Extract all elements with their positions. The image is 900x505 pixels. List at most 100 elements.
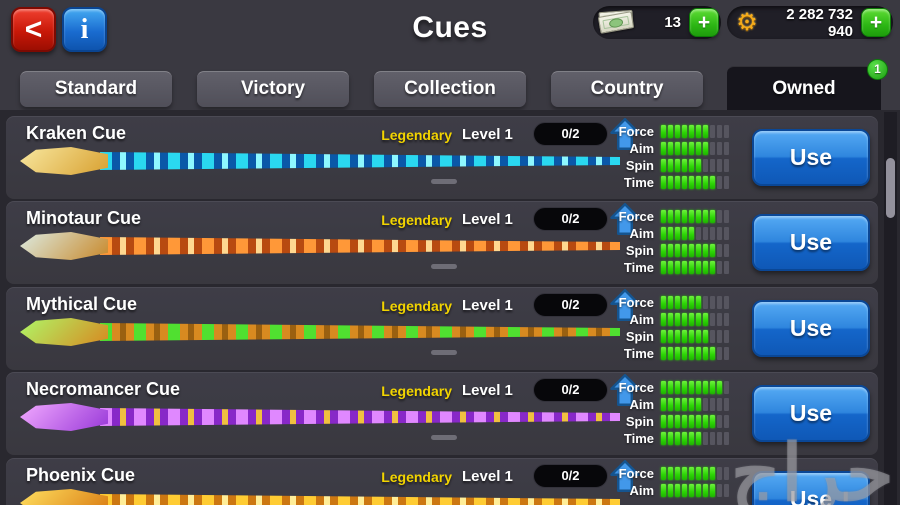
stat-time: Time bbox=[566, 430, 741, 447]
use-button[interactable]: Use bbox=[752, 471, 870, 505]
stat-bar bbox=[661, 467, 731, 480]
tab-victory[interactable]: Victory bbox=[197, 71, 349, 107]
stat-time: Time bbox=[566, 174, 741, 191]
cue-row-kraken: Kraken Cue Legendary Level 1 0/2 Force Ai… bbox=[6, 116, 878, 199]
stat-bar bbox=[661, 227, 731, 240]
cue-shaft bbox=[100, 152, 620, 170]
stat-label: Aim bbox=[629, 483, 654, 498]
cue-progress-pill: 0/2 bbox=[533, 207, 608, 231]
cue-row-mythical: Mythical Cue Legendary Level 1 0/2 Force… bbox=[6, 287, 878, 370]
cue-level-label: Level 1 bbox=[462, 382, 513, 399]
scrollbar-track[interactable] bbox=[884, 112, 897, 505]
cue-head bbox=[20, 489, 108, 505]
cue-head bbox=[20, 147, 108, 175]
stat-label: Aim bbox=[629, 141, 654, 156]
cue-shaft bbox=[100, 494, 620, 505]
cue-progress-pill: 0/2 bbox=[533, 122, 608, 146]
coin-icon: ⚙ bbox=[736, 8, 758, 36]
add-cash-button[interactable]: + bbox=[689, 8, 719, 37]
upgrade-arrow-icon[interactable] bbox=[610, 289, 640, 321]
cue-stats: Force Aim bbox=[566, 465, 741, 499]
cue-indicator-dash bbox=[431, 435, 457, 440]
tab-standard[interactable]: Standard bbox=[20, 71, 172, 107]
cue-image bbox=[20, 317, 620, 347]
tab-country[interactable]: Country bbox=[551, 71, 703, 107]
stat-spin: Spin bbox=[566, 242, 741, 259]
cue-rarity-label: Legendary bbox=[381, 212, 452, 228]
stat-bar bbox=[661, 142, 731, 155]
stat-label: Spin bbox=[625, 158, 654, 173]
use-button[interactable]: Use bbox=[752, 129, 870, 186]
stat-bar bbox=[661, 347, 731, 360]
stat-bar bbox=[661, 381, 731, 394]
stat-force: Force bbox=[566, 208, 741, 225]
stat-aim: Aim bbox=[566, 225, 741, 242]
stat-label: Force bbox=[618, 209, 654, 224]
use-button[interactable]: Use bbox=[752, 385, 870, 442]
stat-bar bbox=[661, 398, 731, 411]
cue-image bbox=[20, 402, 620, 432]
cue-level-label: Level 1 bbox=[462, 468, 513, 485]
cue-shaft bbox=[100, 323, 620, 341]
cue-head bbox=[20, 318, 108, 346]
cue-stats: Force Aim Spin Time bbox=[566, 294, 741, 362]
use-button[interactable]: Use bbox=[752, 300, 870, 357]
stat-force: Force bbox=[566, 379, 741, 396]
stat-aim: Aim bbox=[566, 140, 741, 157]
cue-level-label: Level 1 bbox=[462, 126, 513, 143]
stat-bar bbox=[661, 313, 731, 326]
stat-bar bbox=[661, 176, 731, 189]
add-coins-button[interactable]: + bbox=[861, 8, 891, 37]
cue-name: Mythical Cue bbox=[26, 294, 138, 314]
coin-counter: ⚙ 2 282 732 940 + bbox=[727, 6, 893, 40]
stat-force: Force bbox=[566, 465, 741, 482]
stat-force: Force bbox=[566, 123, 741, 140]
owned-count-badge: 1 bbox=[867, 59, 888, 80]
cue-progress-pill: 0/2 bbox=[533, 293, 608, 317]
stat-bar bbox=[661, 261, 731, 274]
cue-head bbox=[20, 403, 108, 431]
stat-label: Time bbox=[623, 431, 654, 446]
stat-aim: Aim bbox=[566, 396, 741, 413]
cue-row-necromancer: Necromancer Cue Legendary Level 1 0/2 Fo… bbox=[6, 372, 878, 455]
stat-label: Force bbox=[618, 124, 654, 139]
cue-indicator-dash bbox=[431, 264, 457, 269]
stat-force: Force bbox=[566, 294, 741, 311]
upgrade-arrow-icon[interactable] bbox=[610, 460, 640, 492]
stat-label: Aim bbox=[629, 397, 654, 412]
info-button[interactable]: i bbox=[62, 7, 107, 52]
tab-collection[interactable]: Collection bbox=[374, 71, 526, 107]
cue-level-label: Level 1 bbox=[462, 211, 513, 228]
upgrade-arrow-icon[interactable] bbox=[610, 118, 640, 150]
stat-spin: Spin bbox=[566, 157, 741, 174]
stat-bar bbox=[661, 125, 731, 138]
cash-icon bbox=[597, 8, 637, 38]
upgrade-arrow-icon[interactable] bbox=[610, 203, 640, 235]
stat-bar bbox=[661, 330, 731, 343]
stat-bar bbox=[661, 484, 731, 497]
stat-bar bbox=[661, 296, 731, 309]
cue-progress-pill: 0/2 bbox=[533, 464, 608, 488]
cue-list: Kraken Cue Legendary Level 1 0/2 Force Ai… bbox=[0, 110, 900, 505]
stat-label: Force bbox=[618, 466, 654, 481]
stat-label: Spin bbox=[625, 329, 654, 344]
page-title: Cues bbox=[412, 11, 488, 44]
stat-bar bbox=[661, 210, 731, 223]
cue-image bbox=[20, 488, 620, 505]
cue-rarity-label: Legendary bbox=[381, 383, 452, 399]
cue-name: Necromancer Cue bbox=[26, 379, 181, 399]
back-button[interactable]: < bbox=[11, 7, 56, 52]
cue-row-minotaur: Minotaur Cue Legendary Level 1 0/2 Force… bbox=[6, 201, 878, 284]
cue-image bbox=[20, 231, 620, 261]
use-button[interactable]: Use bbox=[752, 214, 870, 271]
tab-owned[interactable]: Owned 1 bbox=[727, 59, 888, 113]
stat-label: Spin bbox=[625, 414, 654, 429]
upgrade-arrow-icon[interactable] bbox=[610, 374, 640, 406]
cue-shaft bbox=[100, 237, 620, 255]
stat-spin: Spin bbox=[566, 328, 741, 345]
scrollbar-thumb[interactable] bbox=[886, 158, 895, 218]
header-bar: < i Cues 13 + ⚙ 2 282 732 940 + bbox=[0, 0, 900, 64]
tab-owned-label: Owned bbox=[772, 78, 836, 99]
cue-indicator-dash bbox=[431, 350, 457, 355]
